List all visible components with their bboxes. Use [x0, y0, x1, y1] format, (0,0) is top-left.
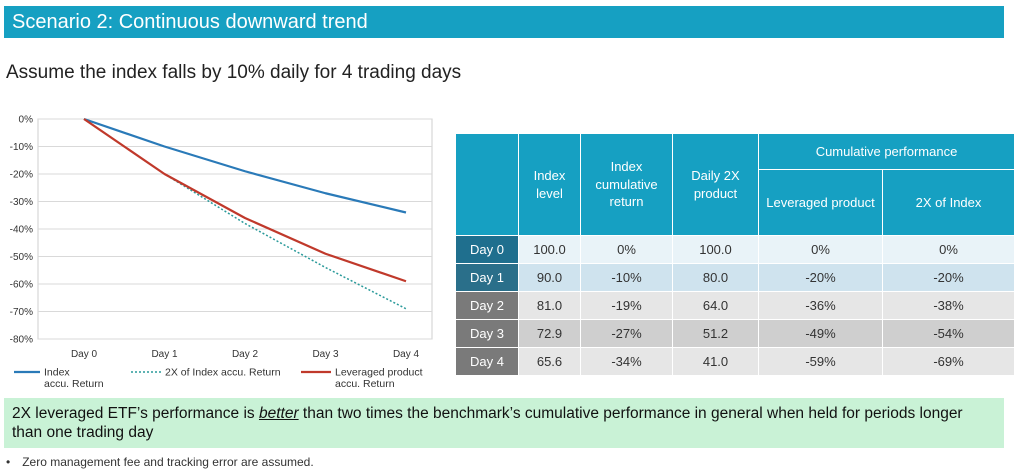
y-tick-label: -60% — [10, 280, 33, 291]
cell-index-cumulative: 0% — [580, 235, 673, 264]
note-text-after: than two times the benchmark’s cumulativ… — [12, 405, 963, 441]
y-tick-label: -70% — [10, 307, 33, 318]
scenario-title: Scenario 2: Continuous downward trend — [12, 11, 368, 33]
cell-index-level: 81.0 — [518, 291, 581, 320]
row-day-label: Day 4 — [455, 347, 519, 376]
cell-leveraged-product: -20% — [758, 263, 883, 292]
note-text-before: 2X leveraged ETF’s performance is — [12, 405, 259, 422]
row-day-label: Day 2 — [455, 291, 519, 320]
y-tick-label: -20% — [10, 170, 33, 181]
row-day-label: Day 3 — [455, 319, 519, 348]
cell-daily-2x: 100.0 — [672, 235, 759, 264]
cell-2x-of-index: -69% — [882, 347, 1015, 376]
y-tick-label: 0% — [19, 115, 34, 126]
y-tick-label: -80% — [10, 335, 33, 346]
x-tick-label: Day 4 — [393, 349, 420, 360]
cell-index-level: 100.0 — [518, 235, 581, 264]
cell-leveraged-product: -36% — [758, 291, 883, 320]
cell-daily-2x: 51.2 — [672, 319, 759, 348]
row-day-label: Day 1 — [455, 263, 519, 292]
legend-label: 2X of Index accu. Return — [165, 367, 281, 379]
footnote-bullet: • — [6, 455, 11, 469]
line-chart-svg: 0% -10% -20% -30% -40% -50% -60% -70% -80% Day 0 D… — [10, 115, 433, 390]
cell-index-cumulative: -10% — [580, 263, 673, 292]
x-tick-label: Day 0 — [71, 349, 98, 360]
table-row: Day 3 72.9 -27% 51.2 -49% -54% — [455, 319, 1015, 348]
x-tick-label: Day 3 — [312, 349, 339, 360]
legend-label: Leveraged product — [335, 367, 423, 379]
legend-label: accu. Return — [335, 378, 395, 390]
legend-label: Index — [44, 367, 70, 379]
cell-index-cumulative: -19% — [580, 291, 673, 320]
table-row: Day 2 81.0 -19% 64.0 -36% -38% — [455, 291, 1015, 320]
legend-label: accu. Return — [44, 378, 104, 390]
y-tick-label: -40% — [10, 225, 33, 236]
cell-2x-of-index: -20% — [882, 263, 1015, 292]
cell-daily-2x: 80.0 — [672, 263, 759, 292]
series-line-1 — [83, 117, 407, 214]
cell-leveraged-product: -49% — [758, 319, 883, 348]
cell-daily-2x: 41.0 — [672, 347, 759, 376]
note-highlight: better — [258, 405, 299, 422]
performance-table: Index level Index cumulative return Dail… — [455, 133, 1015, 376]
header-index-cumulative: Index cumulative return — [580, 133, 673, 236]
cell-2x-of-index: -54% — [882, 319, 1015, 348]
series-line-3 — [83, 118, 407, 283]
series-line-2 — [83, 118, 407, 310]
x-tick-label: Day 1 — [151, 349, 178, 360]
table-row: Day 4 65.6 -34% 41.0 -59% -69% — [455, 347, 1015, 376]
cell-index-level: 65.6 — [518, 347, 581, 376]
header-leveraged-product: Leveraged product — [758, 169, 883, 236]
scenario-header: Scenario 2: Continuous downward trend — [4, 6, 1004, 38]
row-day-label: Day 0 — [455, 235, 519, 264]
cell-daily-2x: 64.0 — [672, 291, 759, 320]
header-2x-of-index: 2X of Index — [882, 169, 1015, 236]
table-row: Day 1 90.0 -10% 80.0 -20% -20% — [455, 263, 1015, 292]
header-index-level: Index level — [518, 133, 581, 236]
y-tick-label: -50% — [10, 252, 33, 263]
cell-index-level: 72.9 — [518, 319, 581, 348]
table-row: Day 0 100.0 0% 100.0 0% 0% — [455, 235, 1015, 264]
cell-leveraged-product: -59% — [758, 347, 883, 376]
cell-index-level: 90.0 — [518, 263, 581, 292]
cell-index-cumulative: -27% — [580, 319, 673, 348]
scenario-subtitle: Assume the index falls by 10% daily for … — [6, 62, 462, 83]
conclusion-note: 2X leveraged ETF’s performance is better… — [4, 398, 1004, 448]
header-daily-2x: Daily 2X product — [672, 133, 759, 236]
y-tick-label: -30% — [10, 197, 33, 208]
header-cumulative-performance: Cumulative performance — [758, 133, 1015, 170]
cell-leveraged-product: 0% — [758, 235, 883, 264]
cell-2x-of-index: -38% — [882, 291, 1015, 320]
x-tick-label: Day 2 — [232, 349, 259, 360]
cell-2x-of-index: 0% — [882, 235, 1015, 264]
header-corner — [455, 133, 519, 236]
footnote-text: Zero management fee and tracking error a… — [22, 455, 314, 469]
footnote: • Zero management fee and tracking error … — [6, 455, 314, 469]
line-chart: 0% -10% -20% -30% -40% -50% -60% -70% -80% Day 0 D… — [0, 108, 448, 392]
cell-index-cumulative: -34% — [580, 347, 673, 376]
y-tick-label: -10% — [10, 142, 33, 153]
